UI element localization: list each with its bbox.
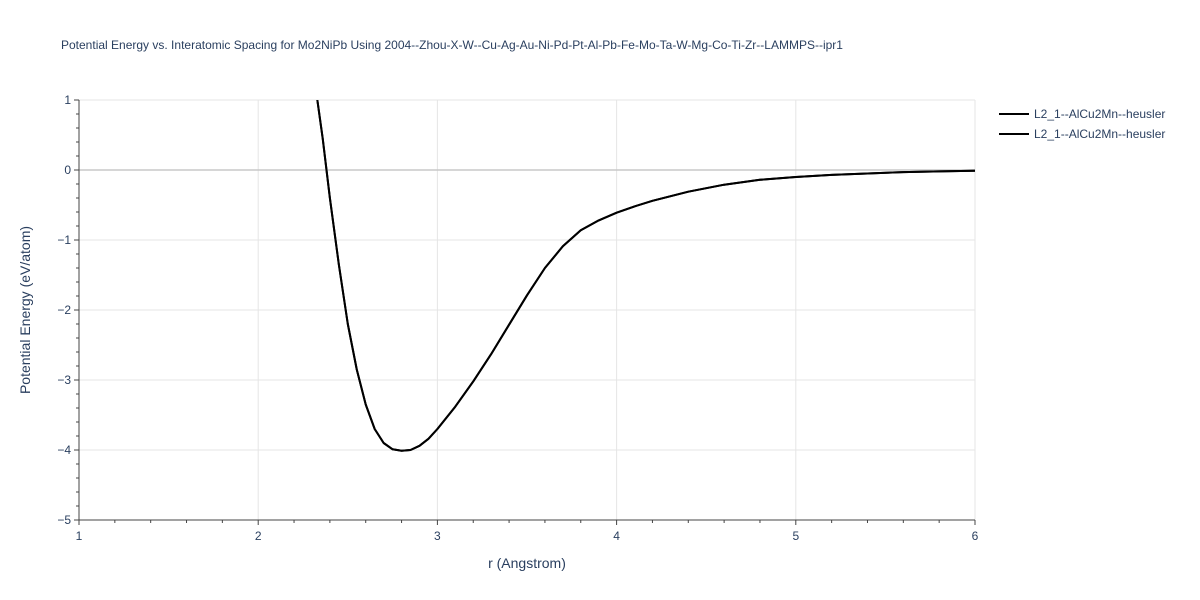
x-tick-label: 1 [76, 529, 83, 543]
y-tick-label: −4 [57, 443, 71, 457]
legend[interactable]: L2_1--AlCu2Mn--heusler L2_1--AlCu2Mn--heu… [999, 107, 1165, 141]
x-tick-label: 2 [255, 529, 262, 543]
legend-item-1[interactable]: L2_1--AlCu2Mn--heusler [999, 107, 1165, 121]
x-axis-title: r (Angstrom) [488, 555, 566, 571]
x-tick-label: 3 [434, 529, 441, 543]
y-tick-label: −1 [57, 233, 71, 247]
x-tick-label: 6 [972, 529, 979, 543]
series-layer [316, 100, 975, 452]
y-axis-title: Potential Energy (eV/atom) [17, 226, 33, 394]
legend-label: L2_1--AlCu2Mn--heusler [1034, 107, 1165, 121]
series-line-2 [316, 100, 975, 452]
axis-layer: 1 2 3 4 5 6 −5 −4 −3 −2 −1 0 1 [57, 93, 978, 543]
legend-item-2[interactable]: L2_1--AlCu2Mn--heusler [999, 127, 1165, 141]
legend-label: L2_1--AlCu2Mn--heusler [1034, 127, 1165, 141]
y-tick-label: 1 [64, 93, 71, 107]
y-tick-label: −5 [57, 513, 71, 527]
x-tick-label: 5 [792, 529, 799, 543]
y-tick-label: −3 [57, 373, 71, 387]
y-tick-label: 0 [64, 163, 71, 177]
series-line-1 [316, 100, 975, 452]
grid-layer [79, 99, 976, 520]
chart-title: Potential Energy vs. Interatomic Spacing… [61, 38, 843, 52]
y-tick-label: −2 [57, 303, 71, 317]
x-tick-label: 4 [613, 529, 620, 543]
